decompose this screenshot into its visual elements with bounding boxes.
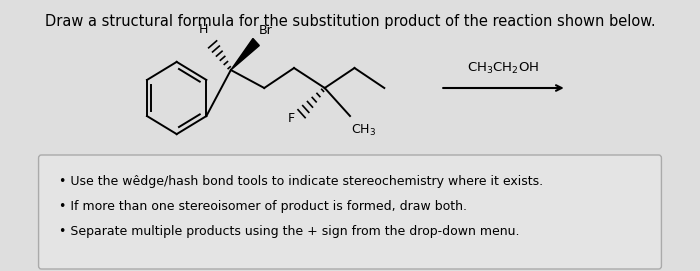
FancyBboxPatch shape [38, 155, 661, 269]
Text: H: H [199, 23, 209, 36]
Polygon shape [231, 38, 259, 70]
Text: CH$_3$: CH$_3$ [351, 123, 376, 138]
Text: • Use the wêdge/hash bond tools to indicate stereochemistry where it exists.: • Use the wêdge/hash bond tools to indic… [60, 175, 543, 188]
Text: CH$_3$CH$_2$OH: CH$_3$CH$_2$OH [468, 61, 540, 76]
Text: • If more than one stereoisomer of product is formed, draw both.: • If more than one stereoisomer of produ… [60, 200, 468, 213]
Text: F: F [288, 112, 295, 125]
Text: Draw a structural formula for the substitution product of the reaction shown bel: Draw a structural formula for the substi… [45, 14, 655, 29]
Text: • Separate multiple products using the + sign from the drop-down menu.: • Separate multiple products using the +… [60, 225, 520, 238]
Text: Br: Br [259, 24, 272, 37]
